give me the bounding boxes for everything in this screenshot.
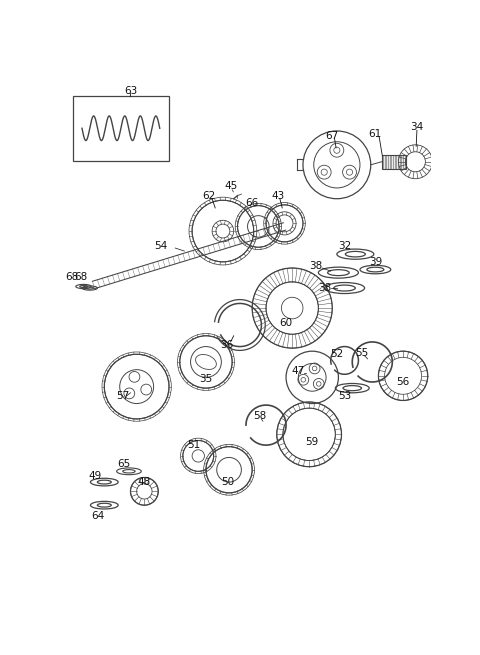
- Text: 58: 58: [253, 411, 266, 421]
- Text: 48: 48: [138, 477, 151, 487]
- Text: 43: 43: [272, 191, 285, 200]
- Text: 45: 45: [224, 181, 237, 191]
- Text: 53: 53: [338, 391, 351, 401]
- Text: 35: 35: [199, 374, 213, 384]
- Text: 38: 38: [309, 261, 322, 271]
- Text: 36: 36: [220, 340, 233, 350]
- Text: 62: 62: [203, 191, 216, 200]
- Text: 64: 64: [92, 511, 105, 521]
- Text: 55: 55: [355, 348, 368, 358]
- Text: 56: 56: [396, 377, 410, 387]
- Text: 63: 63: [124, 86, 137, 96]
- Text: 54: 54: [155, 242, 168, 252]
- Bar: [382, 155, 406, 169]
- Text: 59: 59: [306, 437, 319, 447]
- Bar: [73, 96, 169, 161]
- Text: 50: 50: [221, 477, 234, 487]
- Text: 66: 66: [246, 198, 259, 208]
- Text: 34: 34: [410, 122, 423, 132]
- Text: 61: 61: [369, 129, 382, 139]
- Text: 68: 68: [65, 272, 79, 282]
- Text: 60: 60: [279, 318, 293, 328]
- Text: 52: 52: [330, 349, 344, 359]
- Text: 49: 49: [88, 471, 102, 481]
- Text: 38: 38: [318, 283, 331, 293]
- Text: 67: 67: [325, 130, 339, 141]
- Text: 68: 68: [74, 272, 88, 282]
- Text: 65: 65: [118, 458, 131, 468]
- Text: 32: 32: [338, 242, 351, 252]
- Text: 51: 51: [187, 440, 200, 450]
- Text: 39: 39: [369, 257, 382, 267]
- Text: 47: 47: [292, 366, 305, 376]
- Text: 57: 57: [116, 391, 130, 401]
